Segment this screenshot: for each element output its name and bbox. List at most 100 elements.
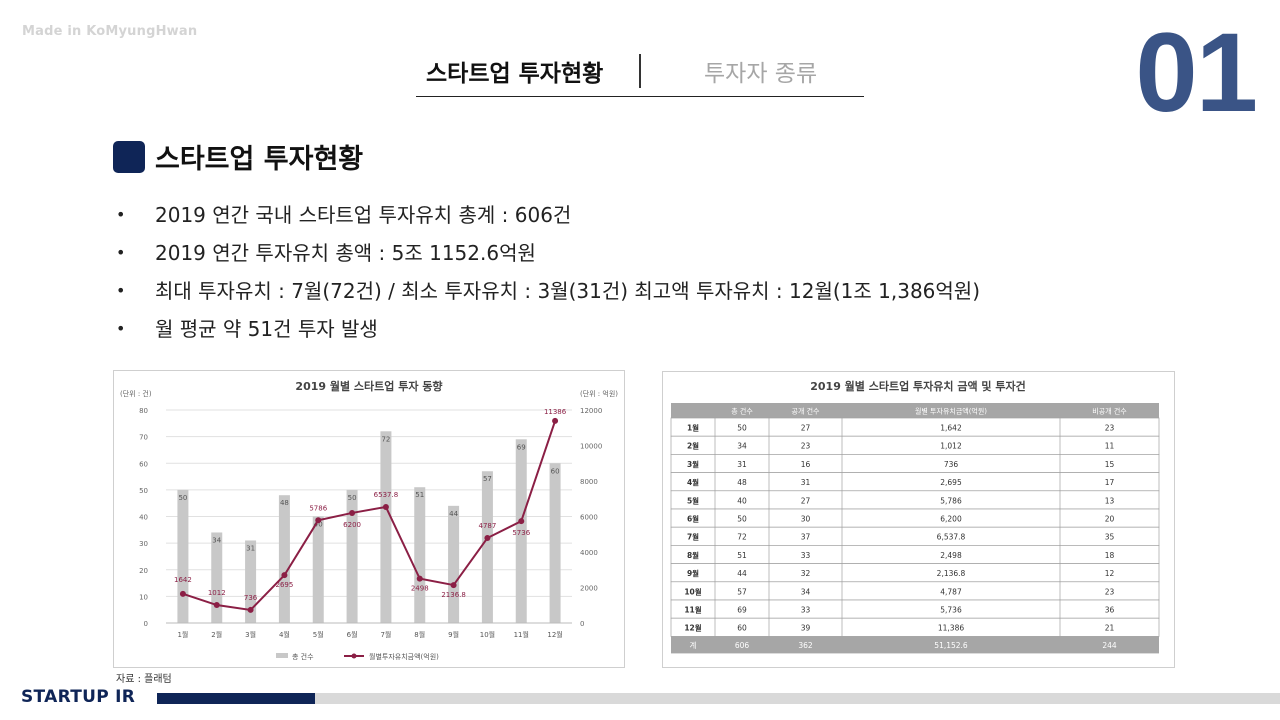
table-cell: 5,786 [940, 496, 962, 505]
table-cell: 4,787 [940, 587, 962, 596]
x-tick-label: 1월 [177, 630, 188, 639]
table-row-label: 9월 [687, 568, 699, 578]
right-tick-label: 6000 [580, 514, 598, 522]
table-cell: 69 [737, 606, 747, 615]
amount-value-label: 6200 [343, 521, 361, 529]
bar-11월 [515, 439, 527, 623]
table-cell: 27 [801, 496, 811, 505]
table-cell: 23 [801, 442, 811, 451]
right-tick-label: 10000 [580, 443, 602, 451]
section-title: 스타트업 투자현황 [155, 144, 364, 175]
slide-number: 01 [1135, 10, 1258, 135]
x-tick-label: 10월 [480, 630, 495, 639]
left-tick-label: 0 [144, 620, 148, 628]
table-cell: 31 [737, 460, 747, 469]
table-total-cell: 244 [1102, 641, 1117, 650]
table-row-label: 7월 [687, 532, 699, 542]
section-marker-icon [113, 141, 145, 173]
tab-startup-investment[interactable]: 스타트업 투자현황 [426, 61, 604, 87]
bullet-list: • 2019 연간 국내 스타트업 투자유치 총계 : 606건 • 2019 연간… [116, 199, 980, 351]
bar-3월 [245, 540, 257, 623]
bullet-icon: • [116, 319, 126, 338]
amount-value-label: 4787 [479, 522, 497, 530]
amount-point-11월 [518, 518, 525, 525]
investment-chart: 2019 월별 스타트업 투자 동향 (단위 : 건) (단위 : 억원) 0 10 20… [113, 370, 625, 668]
table-row-label: 8월 [687, 550, 699, 560]
bar-value-label: 48 [280, 499, 289, 507]
bullet-icon: • [116, 205, 126, 224]
table-cell: 39 [801, 624, 811, 633]
right-tick-label: 8000 [580, 478, 598, 486]
table-cell: 12 [1105, 569, 1115, 578]
table-cell: 23 [1105, 587, 1115, 596]
table-row-label: 11월 [684, 605, 701, 615]
amount-point-7월 [382, 503, 389, 510]
bullet-item: • 2019 연간 국내 스타트업 투자유치 총계 : 606건 [116, 199, 980, 237]
bullet-icon: • [116, 281, 126, 300]
amount-point-4월 [281, 572, 288, 579]
bar-value-label: 50 [348, 494, 357, 502]
bar-6월 [346, 489, 358, 623]
bar-9월 [448, 505, 460, 623]
bullet-item: • 최대 투자유치 : 7월(72건) / 최소 투자유치 : 3월(31건) 최… [116, 275, 980, 313]
table-cell: 23 [1105, 424, 1115, 433]
table-header-cell: 비공개 건수 [1092, 407, 1127, 416]
table-cell: 48 [737, 478, 747, 487]
table-cell: 34 [737, 442, 747, 451]
amount-value-label: 5786 [309, 504, 327, 512]
table-cell: 2,136.8 [937, 569, 966, 578]
bar-value-label: 31 [246, 544, 255, 552]
investment-chart-svg: 2019 월별 스타트업 투자 동향 (단위 : 건) (단위 : 억원) 0 10 20… [120, 379, 618, 661]
bullet-item: • 월 평균 약 51건 투자 발생 [116, 313, 980, 351]
left-tick-label: 20 [139, 567, 148, 575]
table-cell: 36 [1105, 606, 1115, 615]
table-title: 2019 월별 스타트업 투자유치 금액 및 투자건 [810, 379, 1026, 393]
table-total-cell: 606 [735, 641, 750, 650]
amount-point-1월 [179, 590, 186, 597]
right-axis-unit: (단위 : 억원) [580, 389, 618, 398]
bar-value-label: 51 [415, 491, 424, 499]
left-tick-label: 10 [139, 593, 148, 601]
x-tick-label: 5월 [313, 630, 324, 639]
table-cell: 1,012 [940, 442, 962, 451]
footer-progress-bar [157, 693, 315, 704]
table-cell: 11 [1105, 442, 1115, 451]
left-tick-label: 50 [139, 487, 148, 495]
table-header-cell: 월별 투자유치금액(억원) [915, 407, 987, 416]
left-tick-label: 60 [139, 460, 148, 468]
watermark: Made in KoMyungHwan [22, 24, 198, 39]
table-cell: 34 [801, 587, 811, 596]
table-total-row [671, 636, 1159, 654]
table-cell: 27 [801, 424, 811, 433]
table-cell: 51 [737, 551, 747, 560]
investment-table: 2019 월별 스타트업 투자유치 금액 및 투자건 총 건수 공개 건수 월별 투자… [662, 371, 1175, 668]
footer-track-bar [315, 693, 1280, 704]
left-tick-label: 30 [139, 540, 148, 548]
bullet-text: 2019 연간 국내 스타트업 투자유치 총계 : 606건 [155, 203, 572, 227]
bullet-text: 월 평균 약 51건 투자 발생 [155, 317, 378, 341]
tab-investor-types[interactable]: 투자자 종류 [704, 61, 818, 87]
amount-point-5월 [315, 517, 322, 524]
amount-value-label: 5736 [512, 529, 530, 537]
amount-value-label: 11386 [544, 408, 567, 416]
x-tick-label: 11월 [514, 630, 529, 639]
amount-value-label: 736 [244, 594, 258, 602]
table-header-row [671, 403, 1159, 418]
table-row-label: 4월 [687, 477, 699, 487]
table-cell: 1,642 [940, 424, 962, 433]
amount-point-9월 [450, 582, 457, 589]
table-cell: 30 [801, 515, 811, 524]
amount-value-label: 2695 [276, 581, 294, 589]
bar-8월 [414, 487, 426, 623]
table-cell: 72 [737, 533, 747, 542]
table-cell: 57 [737, 587, 747, 596]
tab-divider [639, 54, 641, 88]
table-row-label: 2월 [687, 441, 699, 451]
table-cell: 32 [801, 569, 811, 578]
x-tick-label: 6월 [347, 630, 358, 639]
table-cell: 18 [1105, 551, 1115, 560]
table-cell: 33 [801, 551, 811, 560]
bar-value-label: 69 [517, 443, 526, 451]
table-cell: 40 [737, 496, 747, 505]
